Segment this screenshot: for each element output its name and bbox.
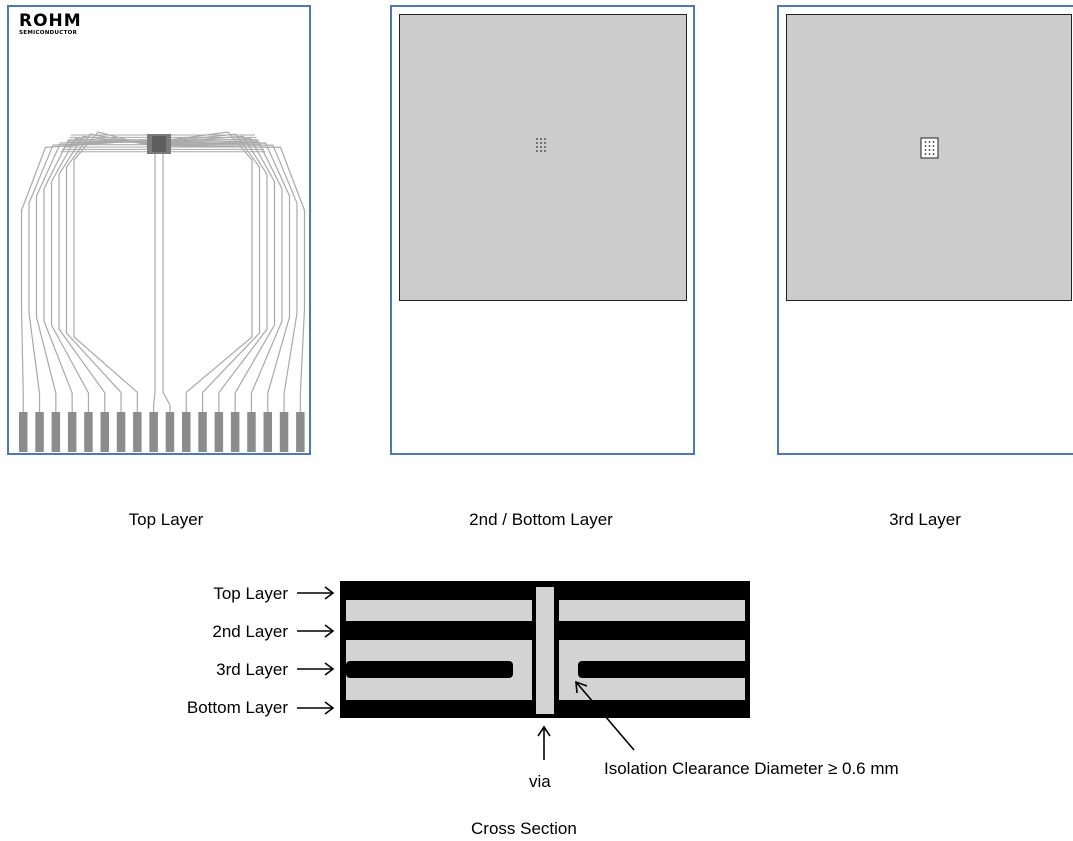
- via-dot: [932, 153, 935, 155]
- via-label: via: [529, 772, 551, 791]
- third-layer-copper-left: [346, 661, 513, 678]
- clearance-label: Isolation Clearance Diameter ≥ 0.6 mm: [604, 759, 899, 778]
- logo-brand: ROHM: [19, 11, 82, 31]
- via-outline: [532, 584, 559, 718]
- via-clearance-array: [920, 137, 939, 159]
- pcb-stack: [340, 581, 750, 718]
- connector-pad: [84, 412, 93, 452]
- copper-plane: [399, 14, 687, 301]
- trace: [73, 131, 150, 412]
- xs-label-second-layer: 2nd Layer: [212, 622, 288, 641]
- via-dot: [540, 150, 542, 152]
- via-dot: [536, 138, 538, 140]
- via-dot: [536, 142, 538, 144]
- connector-pad: [182, 412, 191, 452]
- substrate-band: [346, 600, 532, 621]
- connector-pad: [279, 412, 289, 452]
- top-layer-board: ROHM SEMICONDUCTOR: [7, 5, 311, 455]
- connector-pad: [100, 412, 109, 452]
- trace: [162, 142, 171, 412]
- via-dot: [544, 138, 546, 140]
- via-dot: [536, 146, 538, 148]
- trace: [168, 131, 253, 412]
- connector-pad: [247, 412, 256, 452]
- logo-tagline: SEMICONDUCTOR: [19, 30, 78, 36]
- cross-section-title: Cross Section: [471, 819, 577, 838]
- trace: [168, 133, 261, 412]
- caption-third-layer: 3rd Layer: [889, 510, 961, 529]
- trace: [58, 135, 150, 412]
- arrowhead-second-layer: [324, 624, 335, 638]
- via-dot: [932, 141, 935, 143]
- caption-top-layer: Top Layer: [128, 510, 204, 529]
- arrowhead-bottom-layer: [324, 701, 335, 715]
- third-layer-board: [777, 5, 1073, 455]
- connector-pad: [214, 412, 224, 452]
- substrate-band: [346, 640, 532, 700]
- connector-pad: [35, 412, 44, 452]
- trace: [168, 142, 291, 412]
- via-dot: [536, 150, 538, 152]
- via-dot: [928, 153, 931, 155]
- trace: [43, 140, 150, 412]
- trace: [20, 139, 150, 412]
- via-dot: [544, 142, 546, 144]
- connector-pad: [198, 412, 207, 452]
- via-dot: [924, 145, 927, 147]
- via-dot: [924, 141, 927, 143]
- connector-pad: [263, 412, 272, 452]
- via-dot: [540, 138, 542, 140]
- via-dot: [924, 153, 927, 155]
- trace: [65, 133, 150, 412]
- substrate-band: [559, 600, 745, 621]
- trace: [153, 142, 156, 412]
- trace: [168, 144, 298, 412]
- connector-pad: [133, 412, 142, 452]
- arrowhead-via: [537, 725, 551, 737]
- via-dot: [924, 149, 927, 151]
- xs-label-top-layer: Top Layer: [213, 584, 288, 603]
- trace: [168, 140, 283, 412]
- connector-pad: [149, 412, 158, 452]
- via-dot: [932, 145, 935, 147]
- substrate-band: [559, 640, 745, 700]
- trace: [35, 141, 150, 412]
- via-array: [536, 138, 546, 152]
- connector-pad: [116, 412, 126, 452]
- connector-pad: [230, 412, 240, 452]
- connector-pad: [51, 412, 61, 452]
- trace: [168, 137, 276, 412]
- arrow-clearance: [575, 681, 635, 751]
- via-dot: [540, 146, 542, 148]
- xs-label-third-layer: 3rd Layer: [216, 660, 288, 679]
- via-dot: [932, 149, 935, 151]
- connector-pad: [296, 412, 305, 452]
- caption-second-bottom-layer: 2nd / Bottom Layer: [469, 510, 613, 529]
- via-dot: [928, 149, 931, 151]
- connector-pad: [165, 412, 175, 452]
- via-dot: [540, 142, 542, 144]
- clearance-region: [920, 137, 939, 159]
- via-dot: [928, 141, 931, 143]
- second-bottom-layer-board: [390, 5, 695, 455]
- connector-pad: [67, 412, 77, 452]
- top-layer-traces: [19, 131, 306, 452]
- via-dot: [928, 145, 931, 147]
- connector-pad: [19, 412, 28, 452]
- copper-plane: [786, 14, 1072, 301]
- third-layer-copper-right: [578, 661, 750, 678]
- arrowhead-clearance: [575, 680, 588, 694]
- via: [536, 587, 554, 714]
- arrowhead-top-layer: [324, 586, 335, 600]
- xs-label-bottom-layer: Bottom Layer: [186, 698, 288, 717]
- via-dot: [544, 150, 546, 152]
- via-dot: [544, 146, 546, 148]
- arrowhead-third-layer: [324, 662, 335, 676]
- ic-pad: [152, 136, 166, 152]
- rohm-logo: ROHM SEMICONDUCTOR: [19, 13, 82, 37]
